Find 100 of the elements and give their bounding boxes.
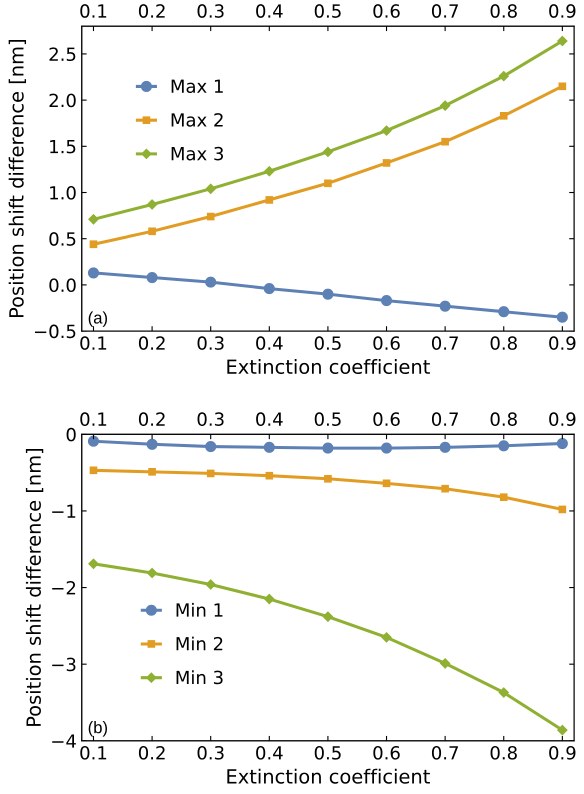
point [146, 438, 158, 450]
x2-tick-label: 0.8 [490, 412, 517, 426]
point [265, 472, 274, 480]
point [148, 227, 156, 236]
point [440, 300, 451, 312]
x2-tick-label: 0.5 [314, 4, 341, 18]
point [322, 442, 334, 454]
x2-tick-label: 0.8 [490, 4, 517, 18]
point [441, 484, 449, 493]
point [265, 196, 274, 204]
point [88, 436, 100, 447]
y-tick-label: 2.0 [50, 94, 76, 108]
point [558, 506, 566, 514]
x-tick-label: 0.6 [373, 746, 400, 760]
x2-tick-label: 0.9 [549, 4, 576, 18]
y-tick-label: −2 [52, 581, 76, 594]
x2-tick-label: 0.6 [373, 4, 400, 18]
point [90, 466, 98, 474]
legend-label: Min 2 [176, 636, 222, 650]
point [557, 724, 568, 736]
point [146, 568, 158, 578]
point [381, 125, 392, 136]
x-tick-label: 0.5 [314, 336, 341, 350]
point [146, 199, 158, 210]
y-tick-label: −3 [52, 658, 76, 672]
x2-tick-label: 0.2 [138, 412, 165, 426]
x-tick-label: 0.3 [198, 746, 224, 760]
point [498, 70, 509, 82]
y-tick-label: 0.5 [49, 232, 76, 246]
x2-tick-label: 0.4 [256, 412, 283, 426]
point [500, 493, 508, 501]
x2-tick-label: 0.2 [138, 4, 165, 18]
point [498, 687, 509, 698]
point [206, 184, 216, 194]
x-tick-label: 0.9 [549, 746, 576, 760]
point [381, 632, 392, 642]
x-tick-label: 0.4 [256, 746, 283, 760]
point [206, 470, 215, 478]
legend-label: Max 3 [172, 146, 224, 160]
point [498, 440, 510, 452]
x-tick-label: 0.8 [490, 746, 517, 760]
point [264, 442, 275, 453]
point [88, 558, 99, 569]
y-tick-label: 0 [66, 428, 76, 442]
y-tick-label: −0.5 [34, 324, 76, 338]
point [441, 138, 449, 146]
x-tick-label: 0.6 [373, 336, 400, 350]
x-tick-label: 0.1 [80, 336, 106, 350]
x-tick-label: 0.7 [432, 336, 458, 350]
x-tick-label: 0.7 [432, 746, 458, 760]
point [322, 288, 334, 300]
x-tick-label: 0.2 [138, 746, 165, 760]
y-tick-label: −1 [52, 504, 76, 518]
point [382, 480, 390, 488]
annotation: (b) [88, 721, 108, 737]
x-tick-label: 0.1 [80, 746, 106, 760]
y-tick-label: 0.0 [49, 278, 76, 292]
x-tick-label: 0.9 [549, 336, 576, 350]
x2-tick-label: 0.7 [432, 4, 458, 18]
point [382, 159, 390, 167]
x2-tick-label: 0.5 [314, 412, 341, 426]
point [90, 240, 98, 248]
legend-label: Max 2 [172, 113, 223, 127]
point [558, 82, 566, 90]
y-tick-label: 2.5 [50, 47, 76, 62]
point [440, 442, 451, 453]
x-tick-label: 0.5 [314, 746, 341, 760]
point [324, 474, 332, 483]
y-tick-label: 1.5 [50, 140, 76, 154]
x2-tick-label: 0.1 [80, 4, 106, 18]
y-tick-label: 1.0 [50, 186, 76, 200]
x2-tick-label: 0.6 [373, 412, 400, 426]
point [500, 112, 508, 120]
x2-tick-label: 0.9 [549, 412, 576, 426]
point [146, 272, 158, 284]
point [88, 214, 99, 224]
x-axis-title: Extinction coefficient [227, 768, 430, 784]
x2-tick-label: 0.1 [80, 412, 106, 426]
point [324, 179, 332, 188]
y-axis-title: Position shift difference [nm] [8, 40, 26, 318]
point [205, 276, 216, 288]
legend-label: Min 1 [176, 602, 222, 617]
x-axis-title: Extinction coefficient [227, 358, 430, 374]
point [380, 442, 392, 454]
x2-tick-label: 0.7 [432, 412, 458, 426]
point [264, 166, 274, 176]
point [206, 212, 215, 220]
annotation: (a) [88, 311, 108, 327]
point [498, 306, 510, 318]
point [88, 267, 100, 278]
x-tick-label: 0.4 [256, 336, 283, 350]
x2-tick-label: 0.4 [256, 4, 283, 18]
point [148, 468, 156, 476]
point [440, 100, 450, 111]
point [322, 146, 334, 157]
x-tick-label: 0.2 [138, 336, 165, 350]
point [264, 594, 274, 604]
point [440, 658, 450, 669]
x2-tick-label: 0.3 [198, 4, 224, 18]
x2-tick-label: 0.3 [198, 412, 224, 426]
